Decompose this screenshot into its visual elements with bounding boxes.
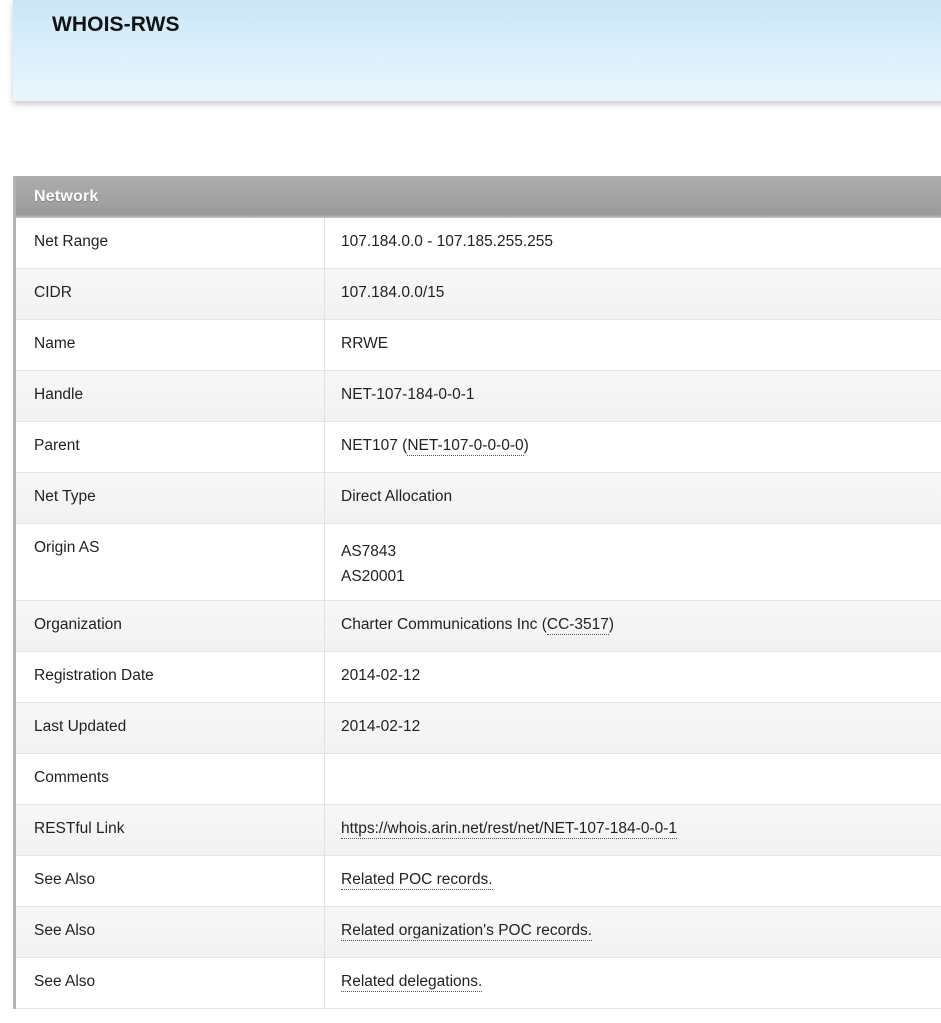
row-label: Organization — [16, 601, 325, 651]
row-label: Origin AS — [16, 524, 325, 600]
row-value-link[interactable]: Related POC records. — [341, 871, 493, 890]
row-label: CIDR — [16, 269, 325, 319]
banner-background — [13, 0, 941, 101]
row-value-link[interactable]: Related organization's POC records. — [341, 922, 593, 941]
row-value-text: Charter Communications Inc ( — [341, 616, 547, 633]
row-value-text: 107.184.0.0/15 — [341, 284, 445, 301]
page-header-banner: WHOIS-RWS — [13, 0, 941, 101]
row-label: RESTful Link — [16, 805, 325, 855]
table-row: Last Updated 2014-02-12 — [16, 703, 941, 754]
table-row: Name RRWE — [16, 320, 941, 371]
row-value: RRWE — [325, 320, 941, 370]
row-label: Last Updated — [16, 703, 325, 753]
row-value-text: NET-107-184-0-0-1 — [341, 386, 475, 403]
row-value: 107.184.0.0 - 107.185.255.255 — [325, 218, 941, 268]
row-value-link[interactable]: NET-107-0-0-0-0 — [407, 437, 524, 456]
network-record-table: Network Net Range 107.184.0.0 - 107.185.2… — [13, 176, 941, 1009]
table-row: Parent NET107 (NET-107-0-0-0-0) — [16, 422, 941, 473]
row-value: 2014-02-12 — [325, 703, 941, 753]
row-label: Net Range — [16, 218, 325, 268]
row-label: See Also — [16, 856, 325, 906]
row-label: Handle — [16, 371, 325, 421]
row-value: Charter Communications Inc (CC-3517) — [325, 601, 941, 651]
row-value — [325, 754, 941, 804]
row-value-link[interactable]: Related delegations. — [341, 973, 483, 992]
row-value: NET107 (NET-107-0-0-0-0) — [325, 422, 941, 472]
row-value: Direct Allocation — [325, 473, 941, 523]
table-row: Registration Date 2014-02-12 — [16, 652, 941, 703]
table-body: Net Range 107.184.0.0 - 107.185.255.255 CI… — [16, 218, 941, 1009]
row-value-text: ) — [608, 616, 615, 633]
row-value-link[interactable]: CC-3517 — [546, 616, 609, 635]
row-value-text: ) — [523, 437, 529, 454]
table-row: See Also Related delegations. — [16, 958, 941, 1009]
row-value-line: AS20001 — [341, 568, 405, 585]
page-title: WHOIS-RWS — [52, 13, 180, 36]
row-label: Comments — [16, 754, 325, 804]
row-value-text: NET107 ( — [341, 437, 408, 454]
row-label: See Also — [16, 958, 325, 1008]
row-value-text: 107.184.0.0 - 107.185.255.255 — [341, 233, 554, 250]
row-value-text: 2014-02-12 — [341, 667, 421, 684]
row-label: Registration Date — [16, 652, 325, 702]
table-row: See Also Related organization's POC recor… — [16, 907, 941, 958]
row-label: Name — [16, 320, 325, 370]
row-value-text: RRWE — [341, 335, 389, 352]
row-label: See Also — [16, 907, 325, 957]
table-row: CIDR 107.184.0.0/15 — [16, 269, 941, 320]
row-value: https://whois.arin.net/rest/net/NET-107-… — [325, 805, 941, 855]
table-row: Comments — [16, 754, 941, 805]
row-label: Net Type — [16, 473, 325, 523]
row-value: Related POC records. — [325, 856, 941, 906]
row-value: NET-107-184-0-0-1 — [325, 371, 941, 421]
row-value: 2014-02-12 — [325, 652, 941, 702]
table-section-header: Network — [16, 176, 941, 218]
row-value-link[interactable]: https://whois.arin.net/rest/net/NET-107-… — [341, 820, 677, 839]
row-value: AS7843 AS20001 — [325, 524, 941, 600]
table-row: Origin AS AS7843 AS20001 — [16, 524, 941, 601]
row-value: 107.184.0.0/15 — [325, 269, 941, 319]
table-row: Net Type Direct Allocation — [16, 473, 941, 524]
row-value-line: AS7843 — [341, 543, 397, 560]
row-value-text: 2014-02-12 — [341, 718, 421, 735]
row-value-text: Direct Allocation — [341, 488, 453, 505]
table-row: Net Range 107.184.0.0 - 107.185.255.255 — [16, 218, 941, 269]
table-section-title: Network — [34, 188, 99, 205]
table-row: Organization Charter Communications Inc (… — [16, 601, 941, 652]
row-value: Related delegations. — [325, 958, 941, 1008]
table-row: Handle NET-107-184-0-0-1 — [16, 371, 941, 422]
row-label: Parent — [16, 422, 325, 472]
table-row: RESTful Link https://whois.arin.net/rest/… — [16, 805, 941, 856]
row-value: Related organization's POC records. — [325, 907, 941, 957]
table-row: See Also Related POC records. — [16, 856, 941, 907]
